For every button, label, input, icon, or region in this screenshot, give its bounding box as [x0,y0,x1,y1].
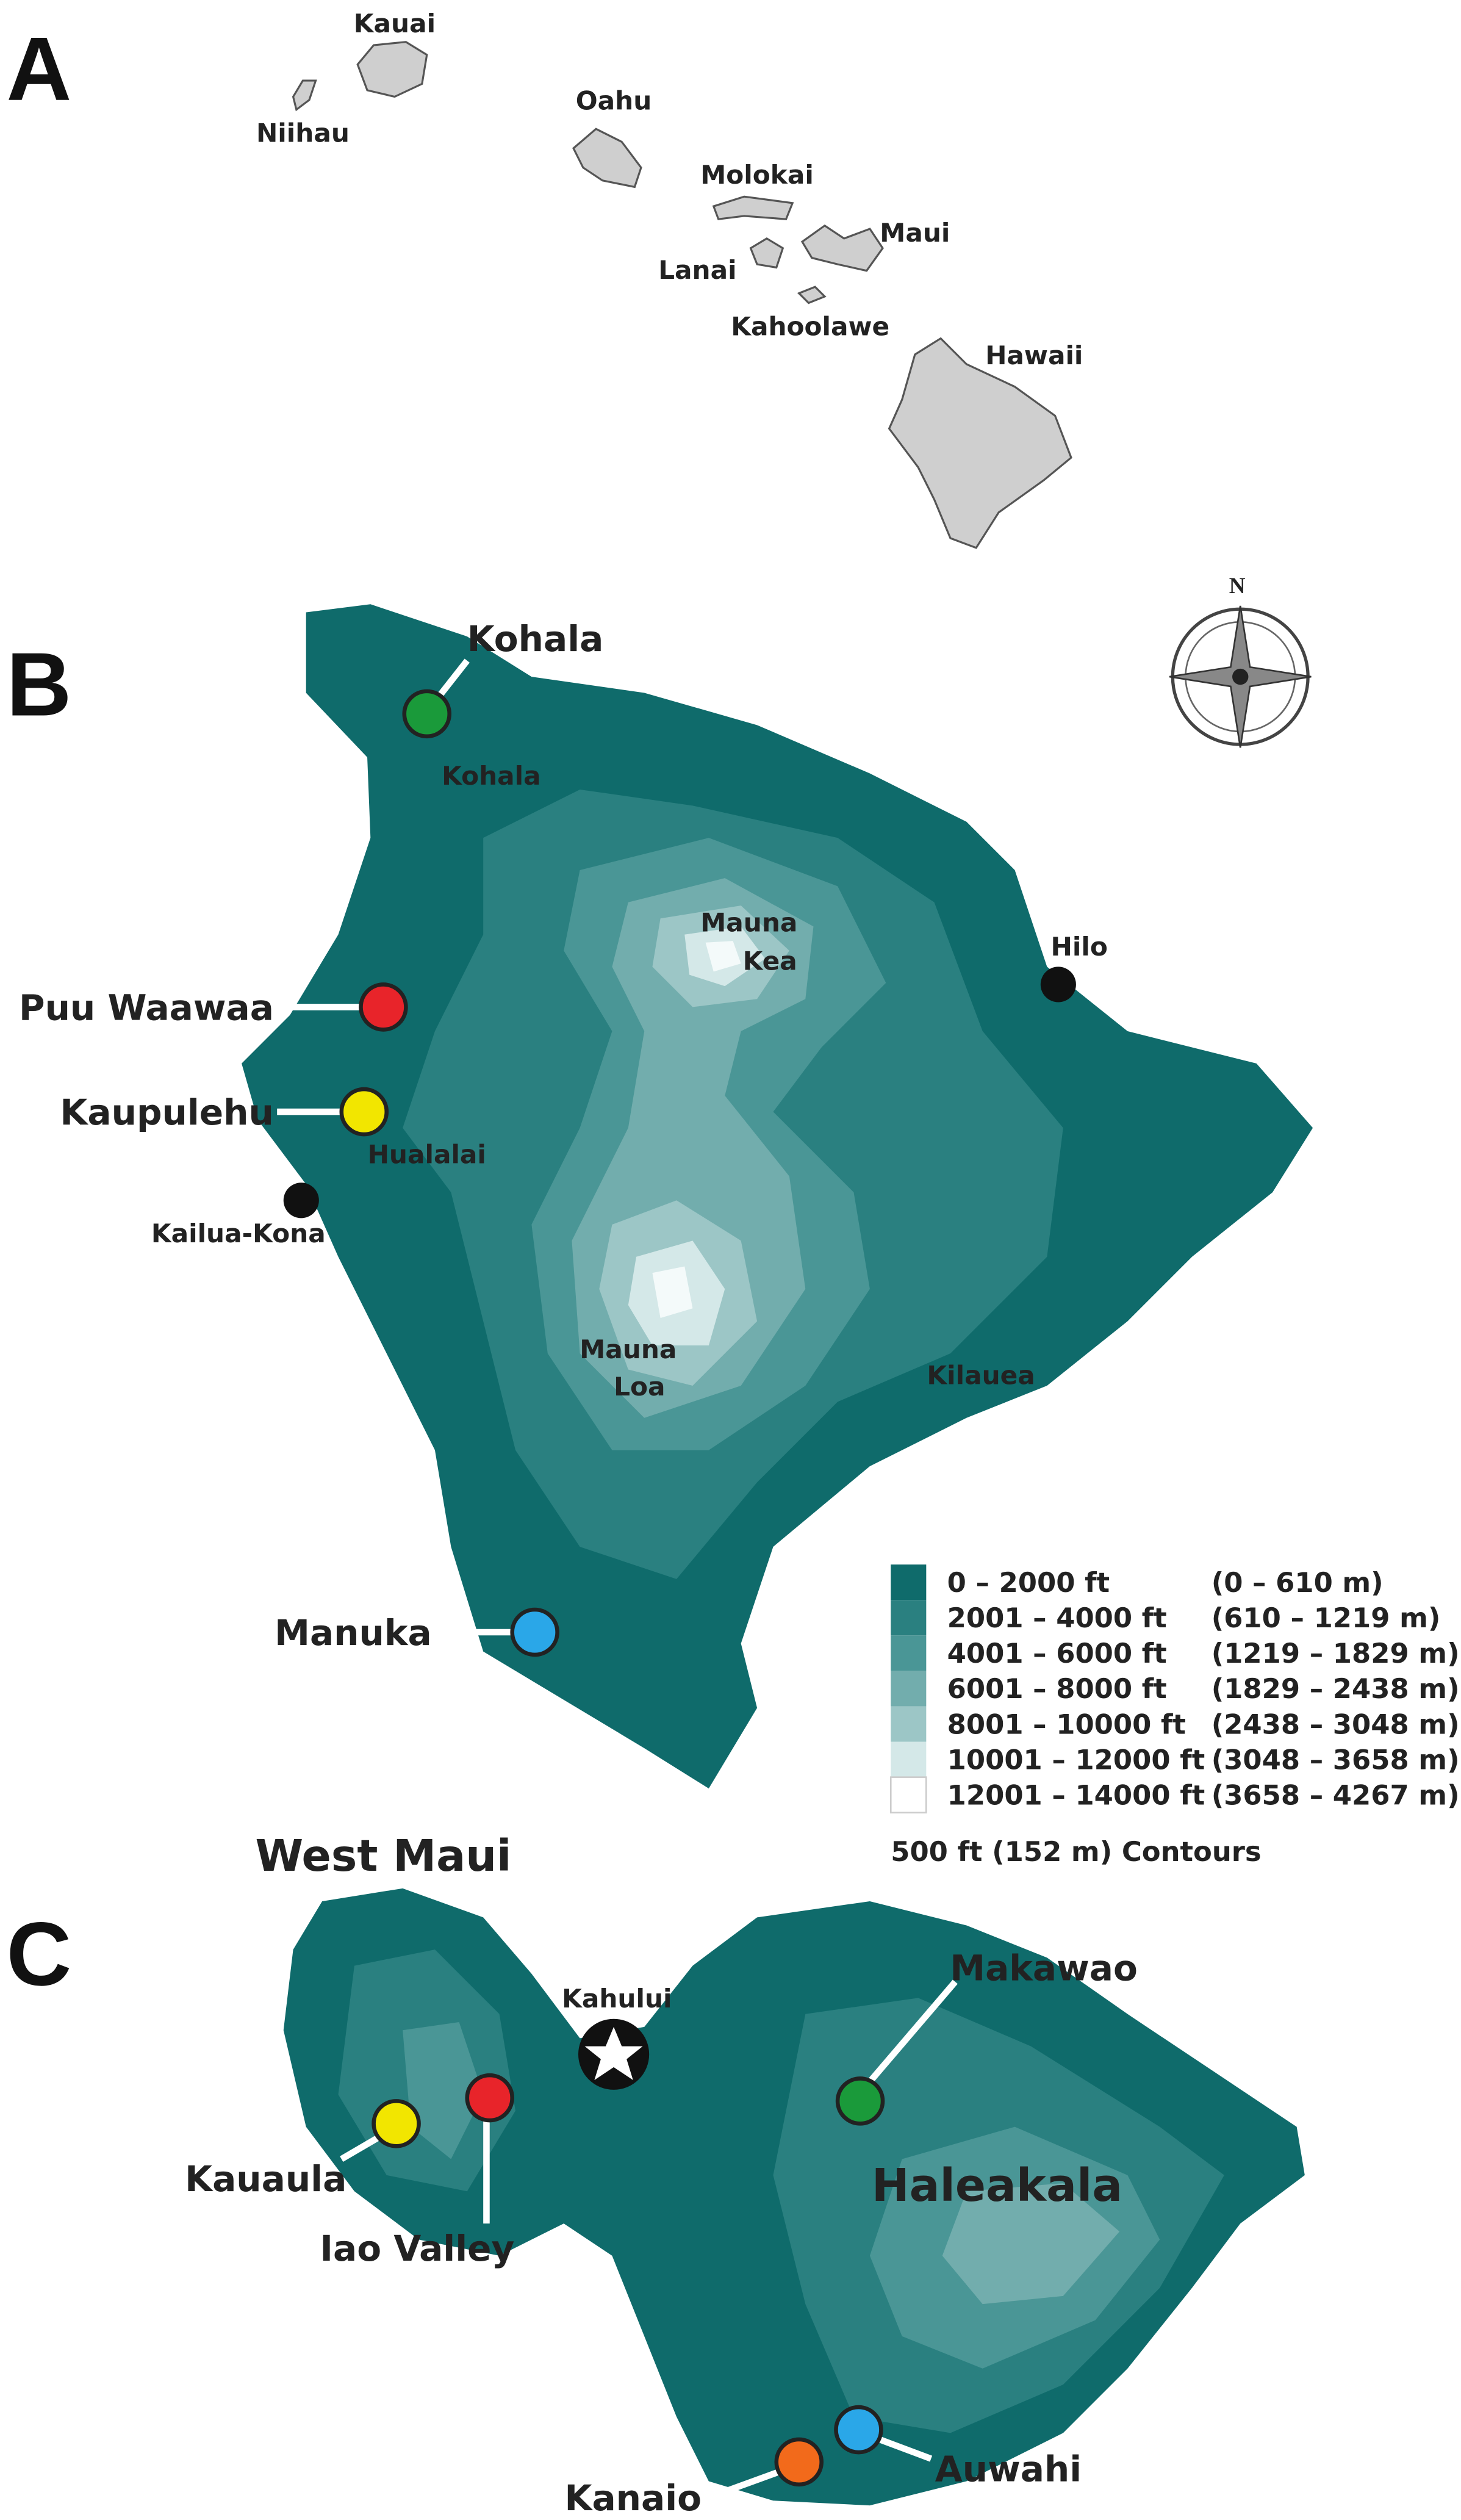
site-label: Kanaio [564,2477,702,2519]
island-label: Maui [880,218,950,248]
legend-note: 500 ft (152 m) Contours [891,1835,1261,1868]
legend-range: 12001 – 14000 ft [947,1779,1205,1812]
legend-range: 2001 – 4000 ft [947,1602,1167,1634]
legend-metric: (0 – 610 m) [1212,1566,1384,1599]
legend-metric: (1829 – 2438 m) [1212,1672,1460,1705]
island-label: Kauai [354,9,436,38]
legend-range: 6001 – 8000 ft [947,1672,1167,1705]
island-label: Hawaii [985,340,1083,370]
place-label: Kailua-Kona [151,1219,326,1248]
town-star [584,2026,643,2081]
site-marker [835,2076,885,2126]
place-label: Haleakala [872,2159,1122,2212]
island-label: Lanai [658,255,736,285]
place-label: Mauna [580,1334,677,1364]
maui-relief [283,1888,1305,2506]
place-label: Kahului [562,1984,672,2014]
site-label: Kauaula [185,2158,346,2200]
region-title: West Maui [255,1831,511,1881]
legend-metric: (2438 – 3048 m) [1212,1708,1460,1740]
place-label: Hilo [1051,932,1108,962]
site-markers [277,658,559,1657]
place-label: Loa [614,1372,665,1402]
site-marker [372,2099,421,2148]
site-marker [465,2073,515,2123]
town-marker [283,1183,319,1219]
site-label: Iao Valley [320,2228,514,2269]
island-label: Oahu [576,86,652,116]
panel-letter: B [7,634,72,735]
site-marker [339,1087,389,1137]
legend-range: 4001 – 6000 ft [947,1637,1167,1669]
site-marker [359,982,408,1032]
legend-range: 0 – 2000 ft [947,1566,1110,1599]
site-label: Kaupulehu [60,1092,273,1133]
compass: N [1169,573,1312,748]
place-label: Kohala [442,761,541,791]
site-label: Manuka [275,1612,431,1654]
legend: 0 – 2000 ft (0 – 610 m) 2001 – 4000 ft (… [889,1564,1460,1868]
islands [292,41,1072,549]
site-label: Auwahi [935,2449,1082,2490]
town-marker [1040,967,1076,1003]
legend-metric: (1219 – 1829 m) [1212,1637,1460,1669]
site-label: Kohala [467,618,604,660]
site-marker [402,689,452,739]
legend-metric: (3048 – 3658 m) [1212,1743,1460,1776]
island-label: Molokai [700,160,814,190]
place-label: Kea [743,946,797,976]
site-marker [510,1607,559,1657]
island-label: Niihau [256,118,350,148]
compass-north: N [1229,573,1246,598]
legend-range: 10001 – 12000 ft [947,1743,1205,1776]
panel-letter: A [7,19,72,120]
legend-metric: (3658 – 4267 m) [1212,1779,1460,1812]
place-label: Hualalai [368,1140,486,1170]
site-label: Puu Waawaa [19,987,274,1029]
panel-letter: C [7,1904,72,2004]
site-marker [834,2405,883,2455]
site-markers [340,1979,958,2500]
legend-metric: (610 – 1219 m) [1212,1602,1441,1634]
site-marker [774,2437,824,2487]
island-label: Kahoolawe [731,311,889,341]
place-label: Mauna [700,907,797,937]
site-label: Makawao [950,1947,1138,1989]
place-label: Kilauea [927,1360,1035,1390]
legend-range: 8001 – 10000 ft [947,1708,1186,1740]
hawaii-relief [242,604,1313,1789]
